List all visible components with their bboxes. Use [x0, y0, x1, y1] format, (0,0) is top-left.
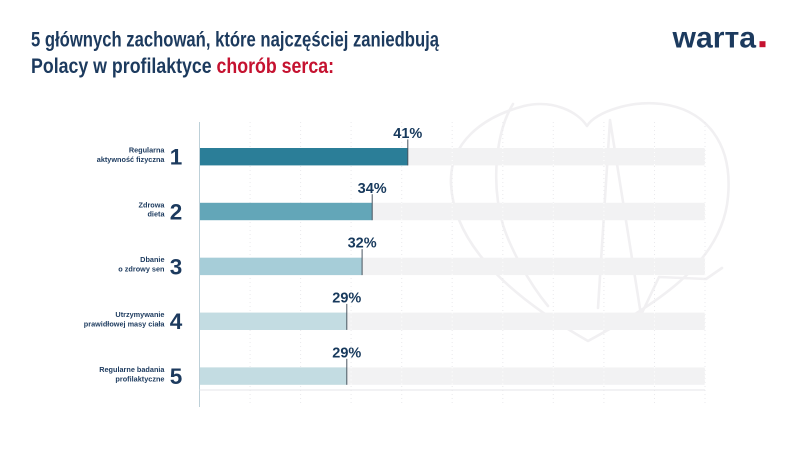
svg-text:Dbanie: Dbanie: [140, 255, 164, 264]
svg-text:warта: warта: [671, 22, 756, 55]
svg-text:Polacy w profilaktyce chorób s: Polacy w profilaktyce chorób serca:: [31, 55, 334, 78]
svg-text:prawidłowej masy ciała: prawidłowej masy ciała: [84, 319, 166, 328]
svg-text:34%: 34%: [358, 181, 387, 197]
svg-text:Regularna: Regularna: [129, 146, 166, 155]
svg-text:Utrzymywanie: Utrzymywanie: [115, 310, 164, 319]
svg-text:aktywność fizyczna: aktywność fizyczna: [97, 155, 166, 164]
svg-text:o zdrowy sen: o zdrowy sen: [118, 265, 164, 274]
svg-text:2: 2: [170, 200, 183, 225]
svg-text:29%: 29%: [332, 291, 361, 307]
svg-text:5 głównych zachowań, które naj: 5 głównych zachowań, które najczęściej z…: [31, 29, 439, 52]
svg-text:3: 3: [170, 254, 183, 279]
svg-text:41%: 41%: [393, 126, 422, 142]
svg-text:29%: 29%: [332, 345, 361, 361]
svg-text:32%: 32%: [348, 236, 377, 252]
svg-text:Zdrowa: Zdrowa: [139, 200, 166, 209]
svg-text:dieta: dieta: [147, 210, 165, 219]
svg-text:4: 4: [170, 309, 183, 334]
svg-text:Regularne badania: Regularne badania: [99, 365, 165, 374]
svg-text:5: 5: [170, 364, 183, 389]
svg-text:profilaktyczne: profilaktyczne: [115, 374, 164, 383]
svg-text:1: 1: [170, 145, 183, 170]
